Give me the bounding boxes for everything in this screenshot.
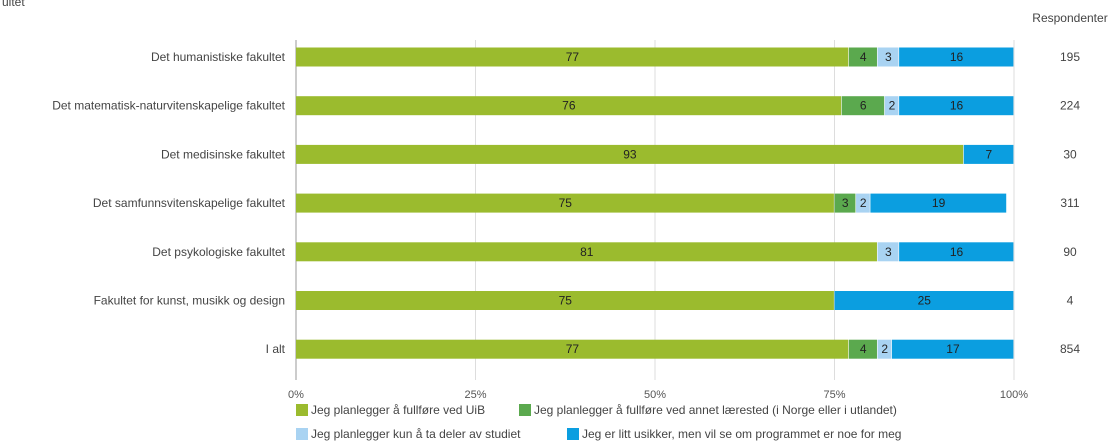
data-label: 81 xyxy=(580,245,594,259)
category-label: Det psykologiske fakultet xyxy=(152,245,285,259)
category-label: Det medisinske fakultet xyxy=(161,147,286,161)
x-tick-label: 75% xyxy=(823,389,845,401)
legend-swatch xyxy=(296,428,308,440)
data-label: 16 xyxy=(950,245,964,259)
respondents-value: 311 xyxy=(1060,196,1079,210)
bar-segment xyxy=(899,47,1014,67)
x-tick-label: 50% xyxy=(644,389,666,401)
bar-segment xyxy=(899,242,1014,262)
data-label: 17 xyxy=(946,342,960,356)
data-label: 6 xyxy=(860,99,867,113)
data-label: 93 xyxy=(623,147,637,161)
bar-segment xyxy=(891,339,1014,359)
data-label: 75 xyxy=(559,196,573,210)
bars: Det humanistiske fakultet 77 4 3 16 195 Det ma… xyxy=(52,47,1080,359)
data-label: 4 xyxy=(860,342,867,356)
legend-label: Jeg planlegger å fullføre ved annet lære… xyxy=(534,403,897,417)
category-label: Det samfunnsvitenskapelige fakultet xyxy=(93,196,286,210)
category-label: Det matematisk-naturvitenskapelige fakul… xyxy=(52,99,285,113)
bar-segment xyxy=(848,339,877,359)
data-label: 7 xyxy=(986,147,993,161)
bar-segment xyxy=(899,96,1014,116)
respondents-value: 224 xyxy=(1060,99,1080,113)
data-label: 75 xyxy=(559,294,573,308)
bar-segment xyxy=(834,193,856,213)
x-tick-label: 25% xyxy=(464,389,486,401)
data-label: 3 xyxy=(885,245,892,259)
data-label: 25 xyxy=(918,294,932,308)
respondents-value: 195 xyxy=(1060,50,1080,64)
data-label: 3 xyxy=(842,196,849,210)
bar-segment xyxy=(841,96,885,116)
x-axis-ticks: 0% 25% 50% 75% 100% xyxy=(288,389,1028,401)
respondents-value: 854 xyxy=(1060,342,1080,356)
data-label: 16 xyxy=(950,50,964,64)
bar-segment xyxy=(884,96,899,116)
data-label: 77 xyxy=(566,342,580,356)
bar-segment xyxy=(848,47,877,67)
bar-segment xyxy=(296,144,964,164)
bar-segment xyxy=(296,193,834,213)
bar-segment xyxy=(877,47,899,67)
data-label: 16 xyxy=(950,99,964,113)
legend: Jeg planlegger å fullføre ved UiB Jeg pla… xyxy=(296,403,901,441)
bar-segment xyxy=(296,96,842,116)
x-tick-label: 0% xyxy=(288,389,304,401)
x-tick-label: 100% xyxy=(1000,389,1028,401)
bar-segment xyxy=(296,291,834,310)
bar-segment xyxy=(877,339,892,359)
bar-segment xyxy=(870,193,1007,213)
category-label: I alt xyxy=(266,342,286,356)
data-label: 2 xyxy=(860,196,867,210)
respondents-header: Respondenter xyxy=(1032,11,1107,25)
data-label: 77 xyxy=(566,50,580,64)
bar-segment xyxy=(296,47,849,67)
bar-segment xyxy=(877,242,899,262)
bar-segment xyxy=(296,339,849,359)
data-label: 76 xyxy=(562,99,576,113)
data-label: 2 xyxy=(881,342,888,356)
legend-label: Jeg er litt usikker, men vil se om progr… xyxy=(582,427,901,441)
data-label: 3 xyxy=(885,50,892,64)
legend-label: Jeg planlegger kun å ta deler av studiet xyxy=(311,427,521,441)
legend-swatch xyxy=(567,428,579,440)
data-label: 4 xyxy=(860,50,867,64)
bar-segment xyxy=(963,144,1014,164)
legend-swatch xyxy=(519,404,531,416)
category-label: Fakultet for kunst, musikk og design xyxy=(94,294,285,308)
bar-segment xyxy=(834,291,1014,310)
category-label: Det humanistiske fakultet xyxy=(151,50,286,64)
respondents-value: 4 xyxy=(1067,294,1074,308)
respondents-value: 90 xyxy=(1063,245,1077,259)
chart-corner-title: ultet xyxy=(2,0,25,9)
bar-segment xyxy=(856,193,870,213)
legend-swatch xyxy=(296,404,308,416)
respondents-value: 30 xyxy=(1063,147,1077,161)
data-label: 2 xyxy=(889,99,896,113)
bar-segment xyxy=(296,242,877,262)
data-label: 19 xyxy=(932,196,946,210)
legend-label: Jeg planlegger å fullføre ved UiB xyxy=(311,403,485,417)
